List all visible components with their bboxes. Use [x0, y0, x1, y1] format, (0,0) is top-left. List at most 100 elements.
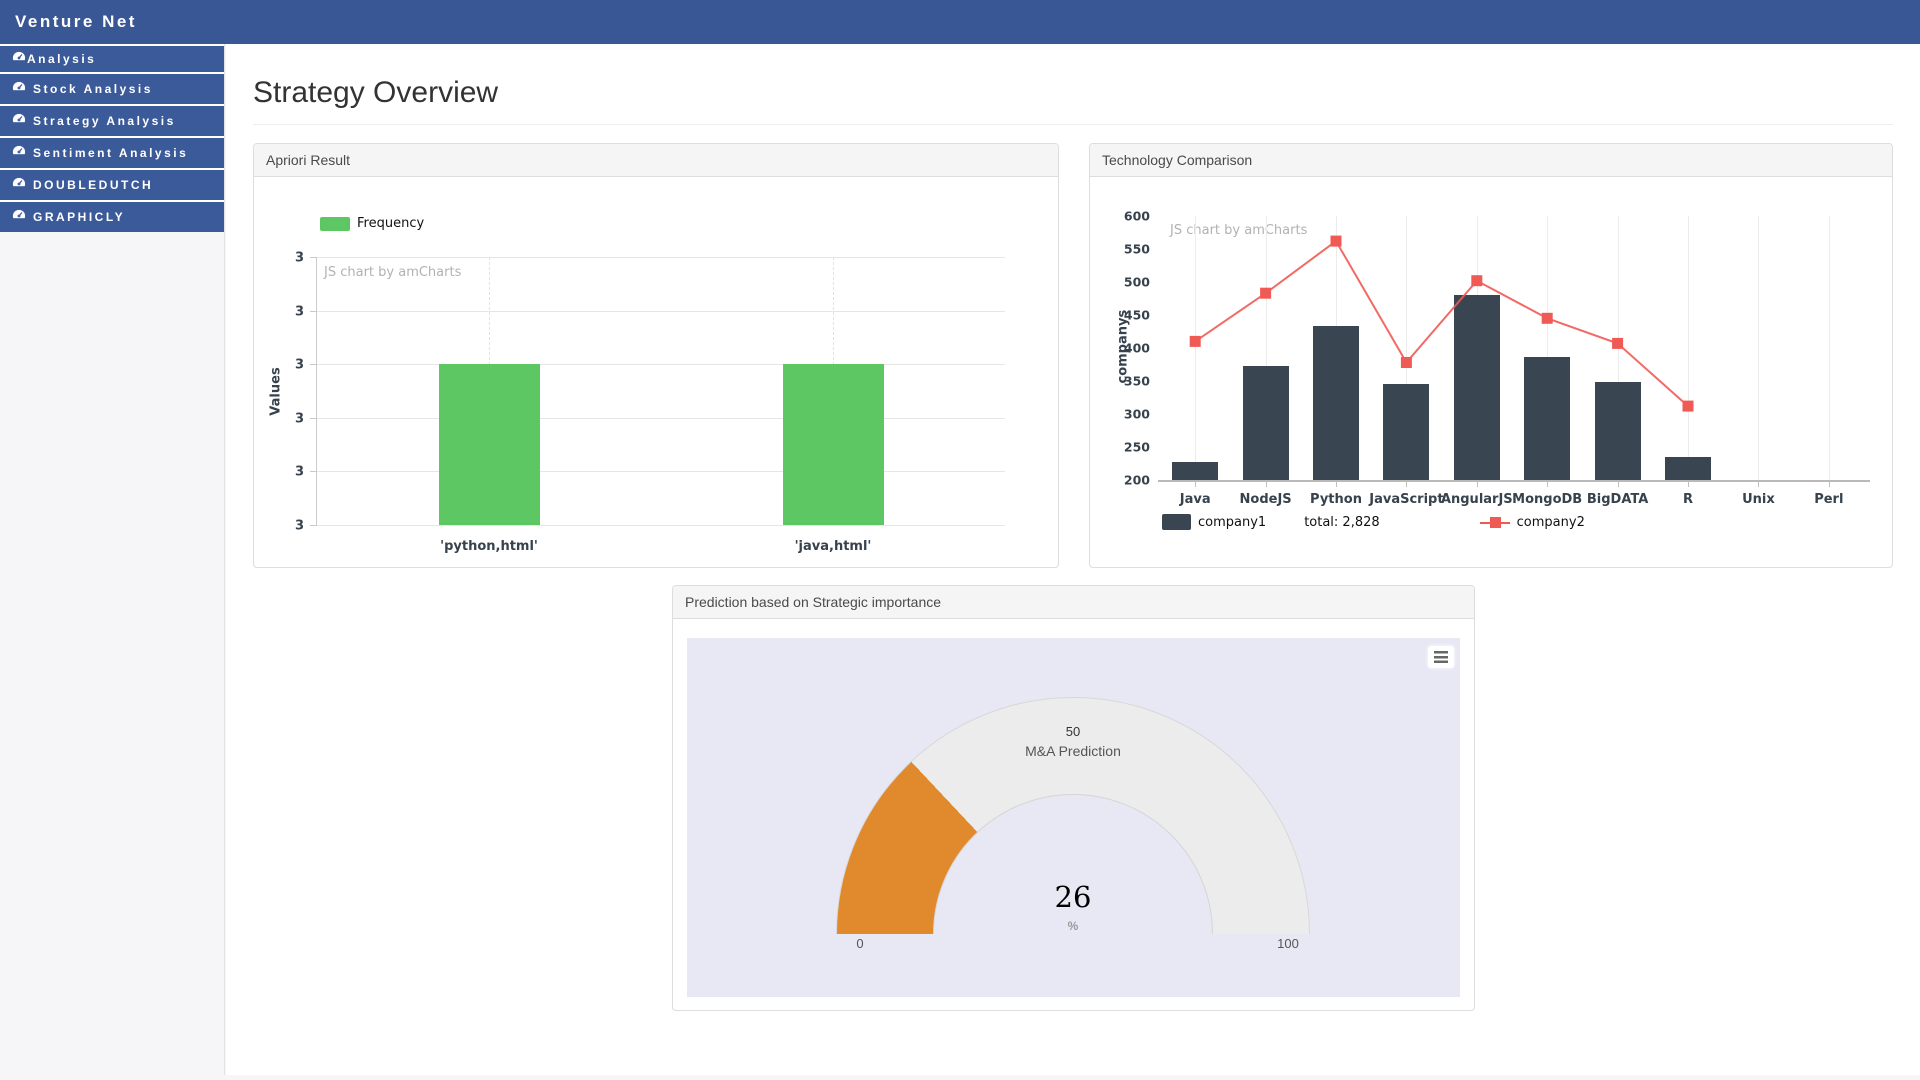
- gauge-min-label: 0: [856, 936, 864, 951]
- x-axis-label: NodeJS: [1239, 492, 1292, 507]
- y-gridline: 3: [295, 358, 1005, 373]
- apriori-plot-area: 3 3 3 3 3 3 'python,html' 'java,html': [295, 251, 1005, 554]
- y-axis-tick-label: 600: [1123, 208, 1150, 224]
- line-marker-Java[interactable]: [1189, 335, 1201, 347]
- x-gridline: [1828, 216, 1830, 480]
- y-axis-tick: [310, 417, 317, 419]
- y-gridline: 3: [295, 465, 1005, 480]
- x-gridline: [1688, 216, 1689, 480]
- charts-row: Apriori Result Frequency JS chart by amC…: [253, 143, 1893, 568]
- y-gridline: 3: [295, 519, 1005, 534]
- legend-square: [1489, 516, 1501, 528]
- x-gridline: [1265, 216, 1267, 480]
- gauge-chart: 50 M&A Prediction 26 % 0 100: [673, 619, 1474, 1010]
- legend-total: total: 2,828: [1304, 514, 1380, 530]
- x-axis-tick: [1476, 482, 1478, 487]
- top-navbar: Venture Net: [0, 0, 1920, 44]
- legend-label-company1[interactable]: company1: [1198, 514, 1267, 530]
- gauge-plot-area: 50 M&A Prediction 26 % 0 100: [687, 638, 1460, 997]
- hamburger-icon: [1434, 651, 1448, 663]
- legend-label-frequency[interactable]: Frequency: [357, 216, 425, 231]
- line-marker-AngularJS[interactable]: [1471, 275, 1483, 287]
- legend-label-company2[interactable]: company2: [1516, 514, 1585, 530]
- line-path: [1194, 239, 1689, 407]
- x-axis-tick: [1688, 482, 1689, 487]
- y-gridline: 3: [295, 304, 1005, 319]
- panel-prediction: Prediction based on Strategic importance…: [672, 585, 1475, 1011]
- y-axis-tick-label: 500: [1123, 274, 1150, 290]
- sidebar-item-sentiment-analysis[interactable]: Sentiment Analysis: [0, 136, 224, 168]
- apriori-chart: Frequency JS chart by amCharts Values 3 3…: [254, 177, 1058, 567]
- chart-context-menu-button[interactable]: [1428, 646, 1454, 668]
- sidebar-item-label: Stock Analysis: [33, 82, 153, 96]
- gauge-max-label: 100: [1277, 936, 1299, 951]
- y-axis-tick-label: 450: [1123, 307, 1150, 323]
- y-axis-tick-label: 3: [294, 464, 304, 480]
- line-marker-JavaScript[interactable]: [1400, 357, 1412, 368]
- y-axis-tick-label: 3: [294, 518, 304, 534]
- x-axis-label: BigDATA: [1586, 492, 1649, 507]
- sidebar-item-label: DOUBLEDUTCH: [33, 178, 154, 192]
- dashboard-icon: [12, 145, 26, 162]
- dashboard-icon: [12, 113, 26, 130]
- sidebar-item-analysis[interactable]: Analysis: [0, 44, 224, 72]
- panel-apriori-result: Apriori Result Frequency JS chart by amC…: [253, 143, 1059, 568]
- chart-legend: company1 total: 2,828 company2: [1162, 514, 1585, 530]
- y-axis-tick-label: 300: [1123, 406, 1150, 422]
- bar-R[interactable]: [1665, 456, 1711, 480]
- sidebar-item-doubledutch[interactable]: DOUBLEDUTCH: [0, 168, 224, 200]
- line-marker-NodeJS[interactable]: [1260, 287, 1272, 299]
- panel-header: Technology Comparison: [1090, 144, 1892, 177]
- bar-JavaScript[interactable]: [1383, 384, 1430, 480]
- x-axis-label: AngularJS: [1440, 492, 1513, 507]
- y-gridline: 3: [295, 411, 1005, 426]
- amcharts-watermark[interactable]: JS chart by amCharts: [324, 265, 462, 280]
- sidebar-item-graphicly[interactable]: GRAPHICLY: [0, 200, 224, 232]
- x-axis-label: MongoDB: [1512, 492, 1583, 507]
- bar-Python[interactable]: [1313, 326, 1359, 480]
- amcharts-watermark[interactable]: JS chart by amCharts: [1170, 223, 1308, 238]
- x-axis-label: 'java,html': [794, 539, 872, 554]
- y-axis-title: Values: [268, 367, 284, 416]
- y-axis-tick-label: 200: [1123, 472, 1150, 488]
- legend-line-marker-company2[interactable]: [1479, 516, 1510, 528]
- line-marker-MongoDB[interactable]: [1541, 312, 1553, 324]
- sidebar-item-stock-analysis[interactable]: Stock Analysis: [0, 72, 224, 104]
- y-axis-tick-label: 3: [294, 250, 304, 266]
- sidebar-item-strategy-analysis[interactable]: Strategy Analysis: [0, 104, 224, 136]
- line-marker-BigDATA[interactable]: [1612, 337, 1624, 349]
- x-axis-label: Java: [1179, 492, 1211, 507]
- legend-swatch-frequency[interactable]: [320, 216, 350, 231]
- sidebar-item-label: GRAPHICLY: [33, 210, 126, 224]
- sidebar-item-label: Strategy Analysis: [33, 114, 176, 128]
- y-axis-tick-label: 400: [1123, 340, 1150, 356]
- line-marker-Python[interactable]: [1330, 235, 1342, 247]
- panel-technology-comparison: Technology Comparison JS chart by amChar…: [1089, 143, 1893, 568]
- y-axis-tick-label: 3: [294, 304, 304, 320]
- dashboard-icon: [12, 209, 26, 226]
- divider: [253, 124, 1893, 125]
- y-axis-tick-label: 350: [1123, 373, 1150, 389]
- x-axis-label: Perl: [1814, 492, 1844, 507]
- bar-javahtml[interactable]: [782, 364, 884, 525]
- y-axis-tick: [310, 471, 317, 473]
- x-axis-tick: [1265, 482, 1267, 487]
- bar-NodeJS[interactable]: [1242, 366, 1289, 480]
- x-gridline: [1758, 216, 1760, 480]
- line-marker-R[interactable]: [1682, 400, 1694, 412]
- bar-pythonhtml[interactable]: [438, 364, 540, 525]
- legend-swatch-company1[interactable]: [1162, 514, 1191, 530]
- line-series-company2: [1189, 235, 1694, 412]
- bar-Java[interactable]: [1172, 462, 1219, 480]
- y-axis-tick-label: 3: [294, 411, 304, 427]
- bar-MongoDB[interactable]: [1524, 356, 1571, 480]
- bar-BigDATA[interactable]: [1594, 381, 1641, 480]
- x-axis-label: JavaScript: [1369, 492, 1444, 507]
- bar-AngularJS[interactable]: [1453, 295, 1500, 480]
- main-content: Strategy Overview Apriori Result Frequen…: [226, 44, 1920, 1075]
- y-axis-tick-label: 3: [294, 357, 304, 373]
- chart-legend: Frequency: [320, 216, 424, 231]
- x-axis-tick: [1195, 482, 1197, 487]
- y-axis-tick: [310, 364, 317, 366]
- x-axis-label: R: [1682, 492, 1694, 507]
